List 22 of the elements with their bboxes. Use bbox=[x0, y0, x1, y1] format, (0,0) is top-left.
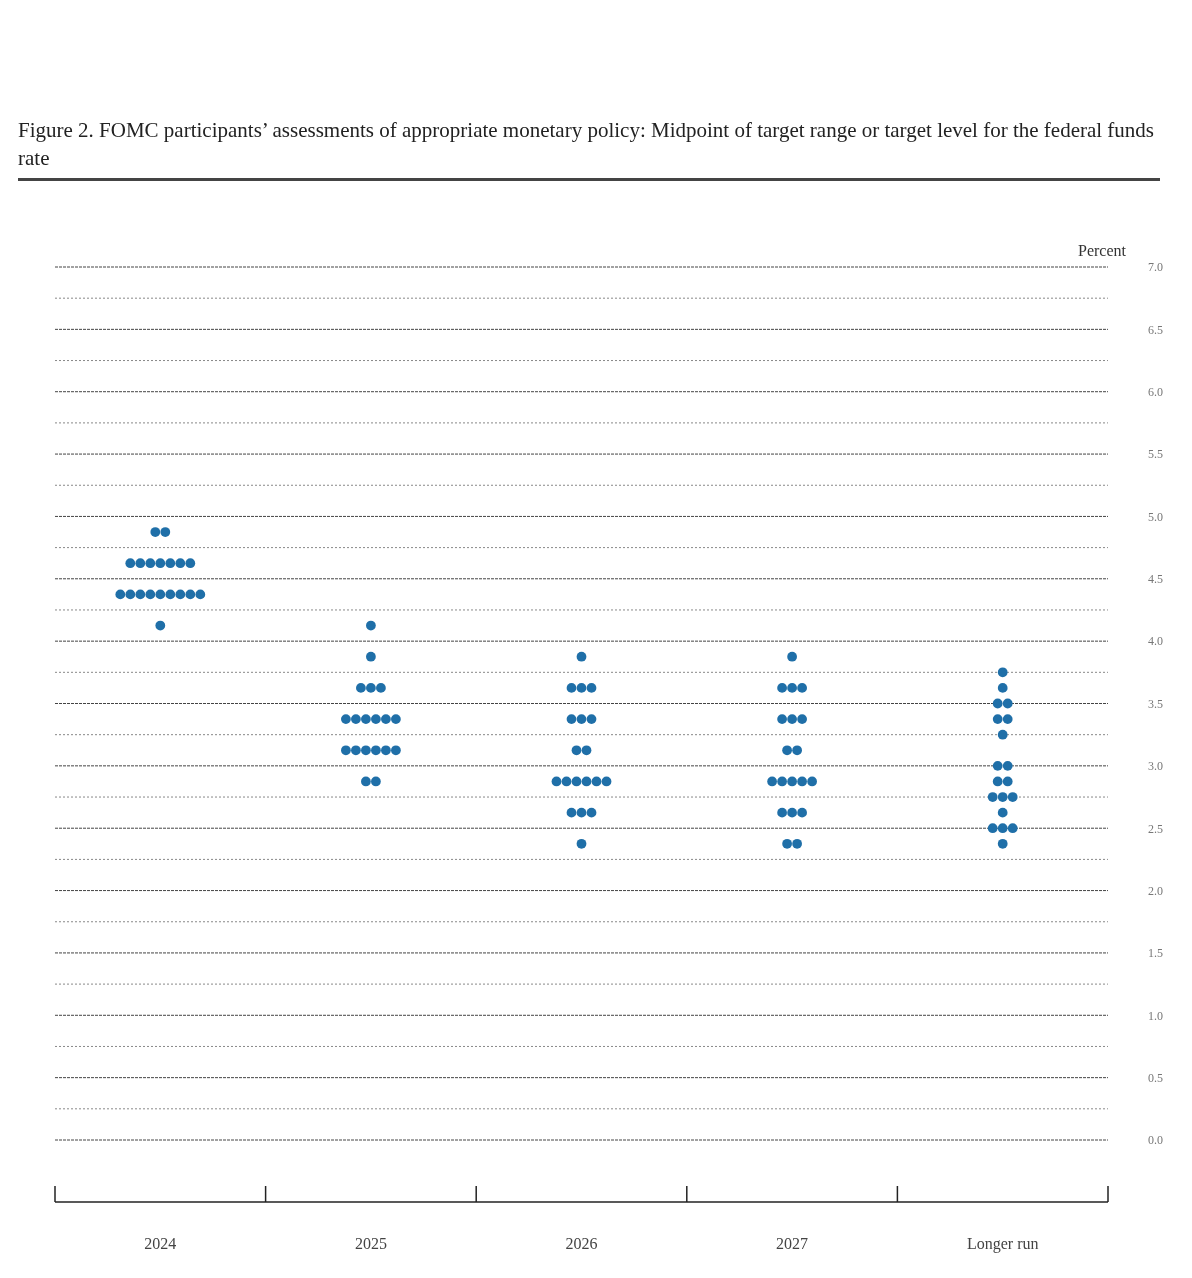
y-tick-label: 1.5 bbox=[1148, 946, 1163, 961]
x-tick-label: 2026 bbox=[565, 1235, 598, 1253]
chart-title: Figure 2. FOMC participants’ assessments of appropriate monetary policy: Midpoint of target range or target level for the federal funds rate bbox=[18, 116, 1160, 181]
x-tick-label: 2027 bbox=[776, 1235, 809, 1253]
y-tick-label: 4.5 bbox=[1148, 572, 1163, 587]
y-tick-label: 3.0 bbox=[1148, 759, 1163, 774]
y-tick-label: 6.5 bbox=[1148, 322, 1163, 337]
y-tick-label: 2.5 bbox=[1148, 821, 1163, 836]
y-tick-label: 5.0 bbox=[1148, 509, 1163, 524]
x-tick-label: Longer run bbox=[966, 1235, 1039, 1254]
y-tick-label: 3.5 bbox=[1148, 696, 1163, 711]
y-axis-title: Percent bbox=[1078, 242, 1127, 259]
y-tick-label: 4.0 bbox=[1148, 634, 1163, 649]
y-tick-label: 7.0 bbox=[1148, 260, 1163, 275]
y-tick-label: 0.5 bbox=[1148, 1070, 1163, 1085]
y-tick-label: 2.0 bbox=[1148, 883, 1163, 898]
x-tick-label: 2024 bbox=[144, 1235, 177, 1253]
y-tick-label: 0.0 bbox=[1148, 1133, 1163, 1148]
y-tick-label: 5.5 bbox=[1148, 447, 1163, 462]
x-tick-label: 2025 bbox=[354, 1235, 387, 1253]
y-tick-label: 6.0 bbox=[1148, 385, 1163, 400]
y-tick-label: 1.0 bbox=[1148, 1008, 1163, 1023]
